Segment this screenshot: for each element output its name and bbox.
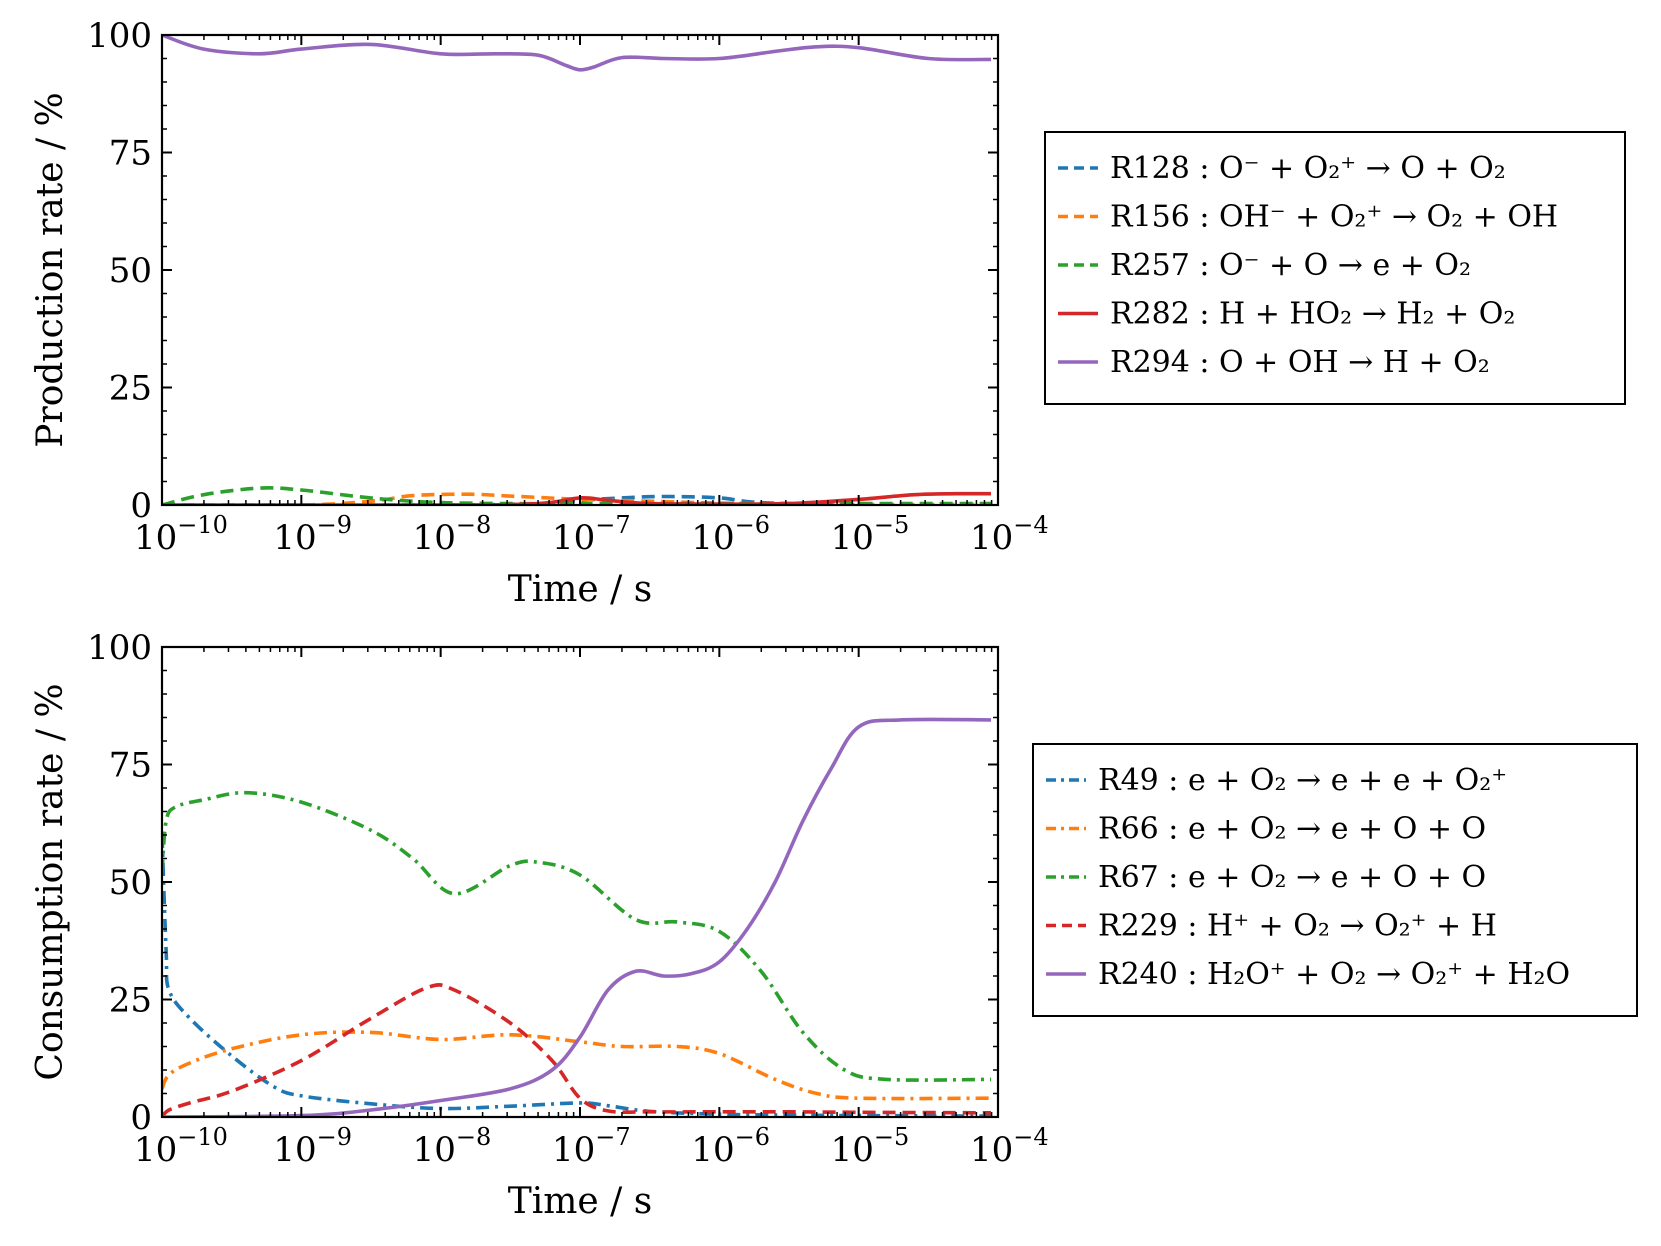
legend-entry: R257 : O⁻ + O → e + O₂ [1110,248,1471,283]
x-axis-label: Time / s [508,569,652,610]
y-tick-label: 100 [87,16,152,56]
x-tick-label: 10−7 [552,1123,631,1170]
x-tick-label: 10−6 [691,511,770,558]
series-line-r67 [162,790,992,1082]
y-tick-label: 25 [109,369,152,409]
x-tick-label: 10−5 [831,1123,910,1170]
legend-entry: R240 : H₂O⁺ + O₂ → O₂⁺ + H₂O [1098,957,1570,992]
x-axis-label: Time / s [508,1181,652,1222]
panel-consumption: 0 25 50 75 100 10−10 10−9 10−8 10−7 10−6 10−5 10−4 T… [30,628,1638,1222]
x-tick-label: 10−8 [413,1123,492,1170]
legend-entry: R67 : e + O₂ → e + O + O [1098,860,1486,895]
legend: R128 : O⁻ + O₂⁺ → O + O₂ R156 : OH⁻ + O₂⁺… [1044,131,1626,405]
x-tick-label: 10−6 [691,1123,770,1170]
x-tick-label: 10−10 [134,511,228,558]
axes-frame [160,645,1000,1119]
x-tick-label: 10−9 [273,511,352,558]
legend-entry: R49 : e + O₂ → e + e + O₂⁺ [1098,763,1507,798]
series-line-r257 [162,486,991,505]
x-tick-label: 10−5 [831,511,910,558]
y-tick-label: 75 [109,746,152,786]
x-tick-label: 10−9 [273,1123,352,1170]
legend-box [1032,743,1638,1017]
y-tick-label: 100 [87,628,152,668]
y-tick-label: 50 [109,251,152,291]
y-tick-label: 75 [109,134,152,174]
x-tick-label: 10−4 [970,1123,1049,1170]
series-line-r229 [162,983,992,1117]
legend-entry: R128 : O⁻ + O₂⁺ → O + O₂ [1110,151,1506,186]
x-tick-label: 10−8 [413,511,492,558]
legend-entry: R156 : OH⁻ + O₂⁺ → O₂ + OH [1110,200,1558,235]
y-tick-label: 25 [109,981,152,1021]
legend-entry: R294 : O + OH → H + O₂ [1110,345,1490,380]
x-tick-label: 10−4 [970,511,1049,558]
panel-production: 0 25 50 75 100 10−10 10−9 10−8 10−7 10−6 10−5 10−4 T… [30,16,1626,610]
x-tick-label: 10−7 [552,511,631,558]
series-line-r294 [162,35,992,72]
legend-box [1044,131,1626,405]
y-axis-label: Consumption rate / % [30,683,71,1080]
y-tick-label: 50 [109,863,152,903]
y-axis-label: Production rate / % [30,92,71,447]
legend-entry: R66 : e + O₂ → e + O + O [1098,812,1486,847]
series-line-r66 [162,1030,992,1101]
series-line-r240 [162,717,992,1117]
x-tick-label: 10−10 [134,1123,228,1170]
axes-frame [160,33,1000,507]
series-line-r49 [162,834,992,1117]
y-tick-label: 0 [130,486,152,526]
legend-entry: R229 : H⁺ + O₂ → O₂⁺ + H [1098,909,1497,944]
legend: R49 : e + O₂ → e + e + O₂⁺ R66 : e + O₂ →… [1032,743,1638,1017]
legend-entry: R282 : H + HO₂ → H₂ + O₂ [1110,297,1515,332]
y-tick-label: 0 [130,1098,152,1138]
